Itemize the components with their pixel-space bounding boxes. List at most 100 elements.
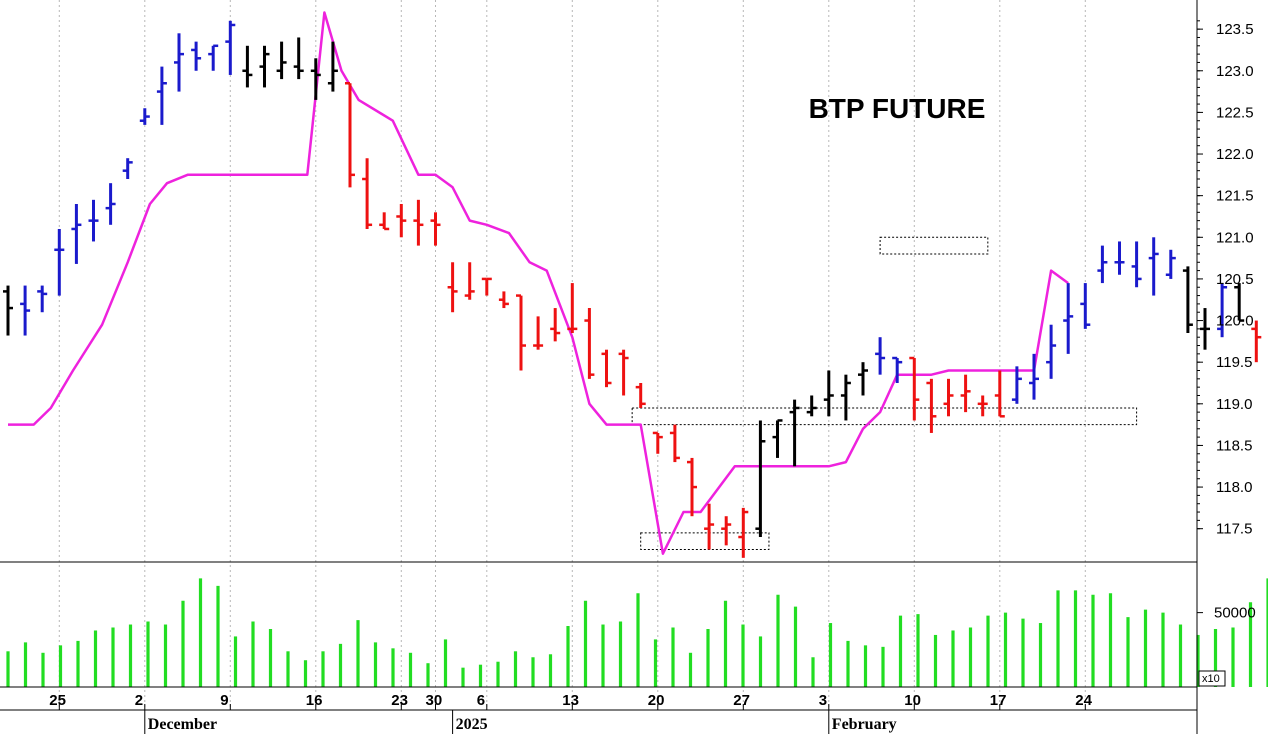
ohlc-bar — [721, 516, 732, 546]
date-tick-label: 24 — [1075, 692, 1092, 709]
ohlc-bar — [1131, 241, 1142, 288]
price-tick-label: 118.0 — [1216, 479, 1252, 496]
ohlc-bar — [1029, 353, 1039, 400]
ohlc-bar — [704, 503, 715, 550]
price-tick-label: 118.5 — [1216, 437, 1252, 454]
volume-bars — [6, 578, 1268, 687]
ohlc-bar — [71, 203, 82, 264]
chart-frame — [0, 0, 1198, 734]
ohlc-bar — [276, 41, 287, 80]
ohlc-bar — [772, 419, 783, 458]
price-tick-label: 117.5 — [1216, 521, 1252, 538]
ohlc-bar — [1011, 366, 1022, 404]
ohlc-bar — [122, 158, 133, 180]
trailing-stop-line — [8, 11, 1069, 555]
ohlc-bar — [481, 277, 492, 296]
volume-multiplier-box — [1198, 670, 1226, 687]
ohlc-bar — [54, 228, 65, 296]
ohlc-bar — [88, 199, 99, 242]
month-label: 2025 — [456, 716, 488, 733]
chart-title: BTP FUTURE — [809, 93, 986, 124]
price-tick-label: 123.5 — [1216, 21, 1254, 38]
ohlc-bar — [413, 199, 424, 246]
ohlc-bar — [977, 395, 988, 417]
ohlc-bar — [669, 424, 680, 463]
ohlc-bar — [1148, 237, 1159, 296]
date-tick-label: 3 — [819, 692, 827, 709]
ohlc-bar — [225, 20, 236, 75]
ohlc-bar — [1182, 266, 1193, 334]
ohlc-bar — [652, 431, 663, 454]
date-axis: 25 2 9 16 23 30 6 13 20 27 3 10 17 24 December 2025 Febr… — [49, 692, 1093, 734]
ohlc-bar — [396, 203, 407, 238]
ohlc-bar — [943, 378, 954, 417]
price-bars — [3, 20, 1262, 558]
ohlc-bar — [3, 285, 13, 336]
ohlc-bar — [789, 399, 800, 467]
ohlc-bar — [601, 349, 612, 388]
ohlc-bar — [310, 58, 321, 100]
ohlc-bar — [909, 356, 920, 421]
price-tick-label: 120.5 — [1216, 271, 1254, 288]
month-label: February — [832, 716, 897, 733]
ohlc-bar — [1046, 324, 1057, 379]
date-tick-label: 10 — [904, 692, 921, 709]
ohlc-bar — [960, 374, 971, 413]
date-tick-label: 20 — [648, 692, 665, 709]
ohlc-bar — [738, 507, 749, 558]
price-tick-label: 123.0 — [1216, 63, 1254, 80]
ohlc-bar — [892, 356, 903, 383]
ohlc-bar — [191, 41, 202, 71]
ohlc-bar — [105, 183, 116, 225]
ohlc-bar — [755, 420, 766, 538]
date-tick-label: 9 — [220, 692, 228, 709]
date-tick-label: 16 — [306, 692, 323, 709]
date-tick-label: 23 — [391, 692, 408, 709]
ohlc-bar — [1200, 308, 1210, 350]
ohlc-bar — [994, 370, 1005, 418]
ohlc-bar — [430, 212, 441, 246]
date-tick-label: 2 — [135, 692, 143, 709]
ohlc-bar — [362, 158, 373, 229]
volume-multiplier: x10 — [1202, 673, 1220, 685]
ohlc-bar — [464, 262, 475, 300]
price-tick-label: 119.0 — [1216, 396, 1252, 413]
ohlc-bar — [1114, 241, 1125, 275]
ohlc-bar — [242, 45, 253, 88]
ohlc-bar — [533, 316, 544, 350]
ohlc-bar — [1251, 320, 1262, 363]
price-tick-label: 121.0 — [1216, 229, 1254, 246]
dashed-boxes — [631, 236, 1138, 551]
date-tick-label: 30 — [426, 692, 443, 709]
ohlc-bar — [1165, 249, 1176, 279]
ohlc-bar — [1234, 283, 1245, 322]
price-tick-label: 122.5 — [1216, 104, 1254, 121]
ohlc-bar — [858, 362, 868, 396]
ohlc-bar — [516, 294, 526, 371]
ohlc-bar — [208, 44, 219, 71]
volume-tick-label: 50000 — [1214, 605, 1256, 622]
ohlc-bar — [37, 285, 48, 313]
ohlc-bar — [840, 374, 851, 421]
ohlc-bar — [875, 337, 886, 375]
ohlc-bar — [20, 285, 31, 336]
ohlc-bar — [259, 45, 270, 88]
ohlc-bar — [926, 378, 937, 433]
ohlc-bar — [635, 382, 646, 408]
ohlc-bar — [498, 291, 509, 309]
ohlc-bar — [550, 308, 561, 342]
ohlc-bar — [806, 395, 817, 417]
ohlc-bar — [379, 212, 390, 231]
price-tick-label: 122.0 — [1216, 146, 1254, 163]
ohlc-bar — [139, 108, 150, 125]
ohlc-bar — [823, 370, 834, 417]
date-tick-label: 13 — [562, 692, 579, 709]
ohlc-bar — [687, 457, 697, 517]
ohlc-bar — [156, 66, 167, 125]
date-tick-label: 17 — [990, 692, 1007, 709]
annotation-box — [879, 236, 989, 255]
ohlc-bar — [345, 82, 355, 188]
price-tick-label: 119.5 — [1216, 354, 1252, 371]
annotation-box — [640, 532, 770, 551]
